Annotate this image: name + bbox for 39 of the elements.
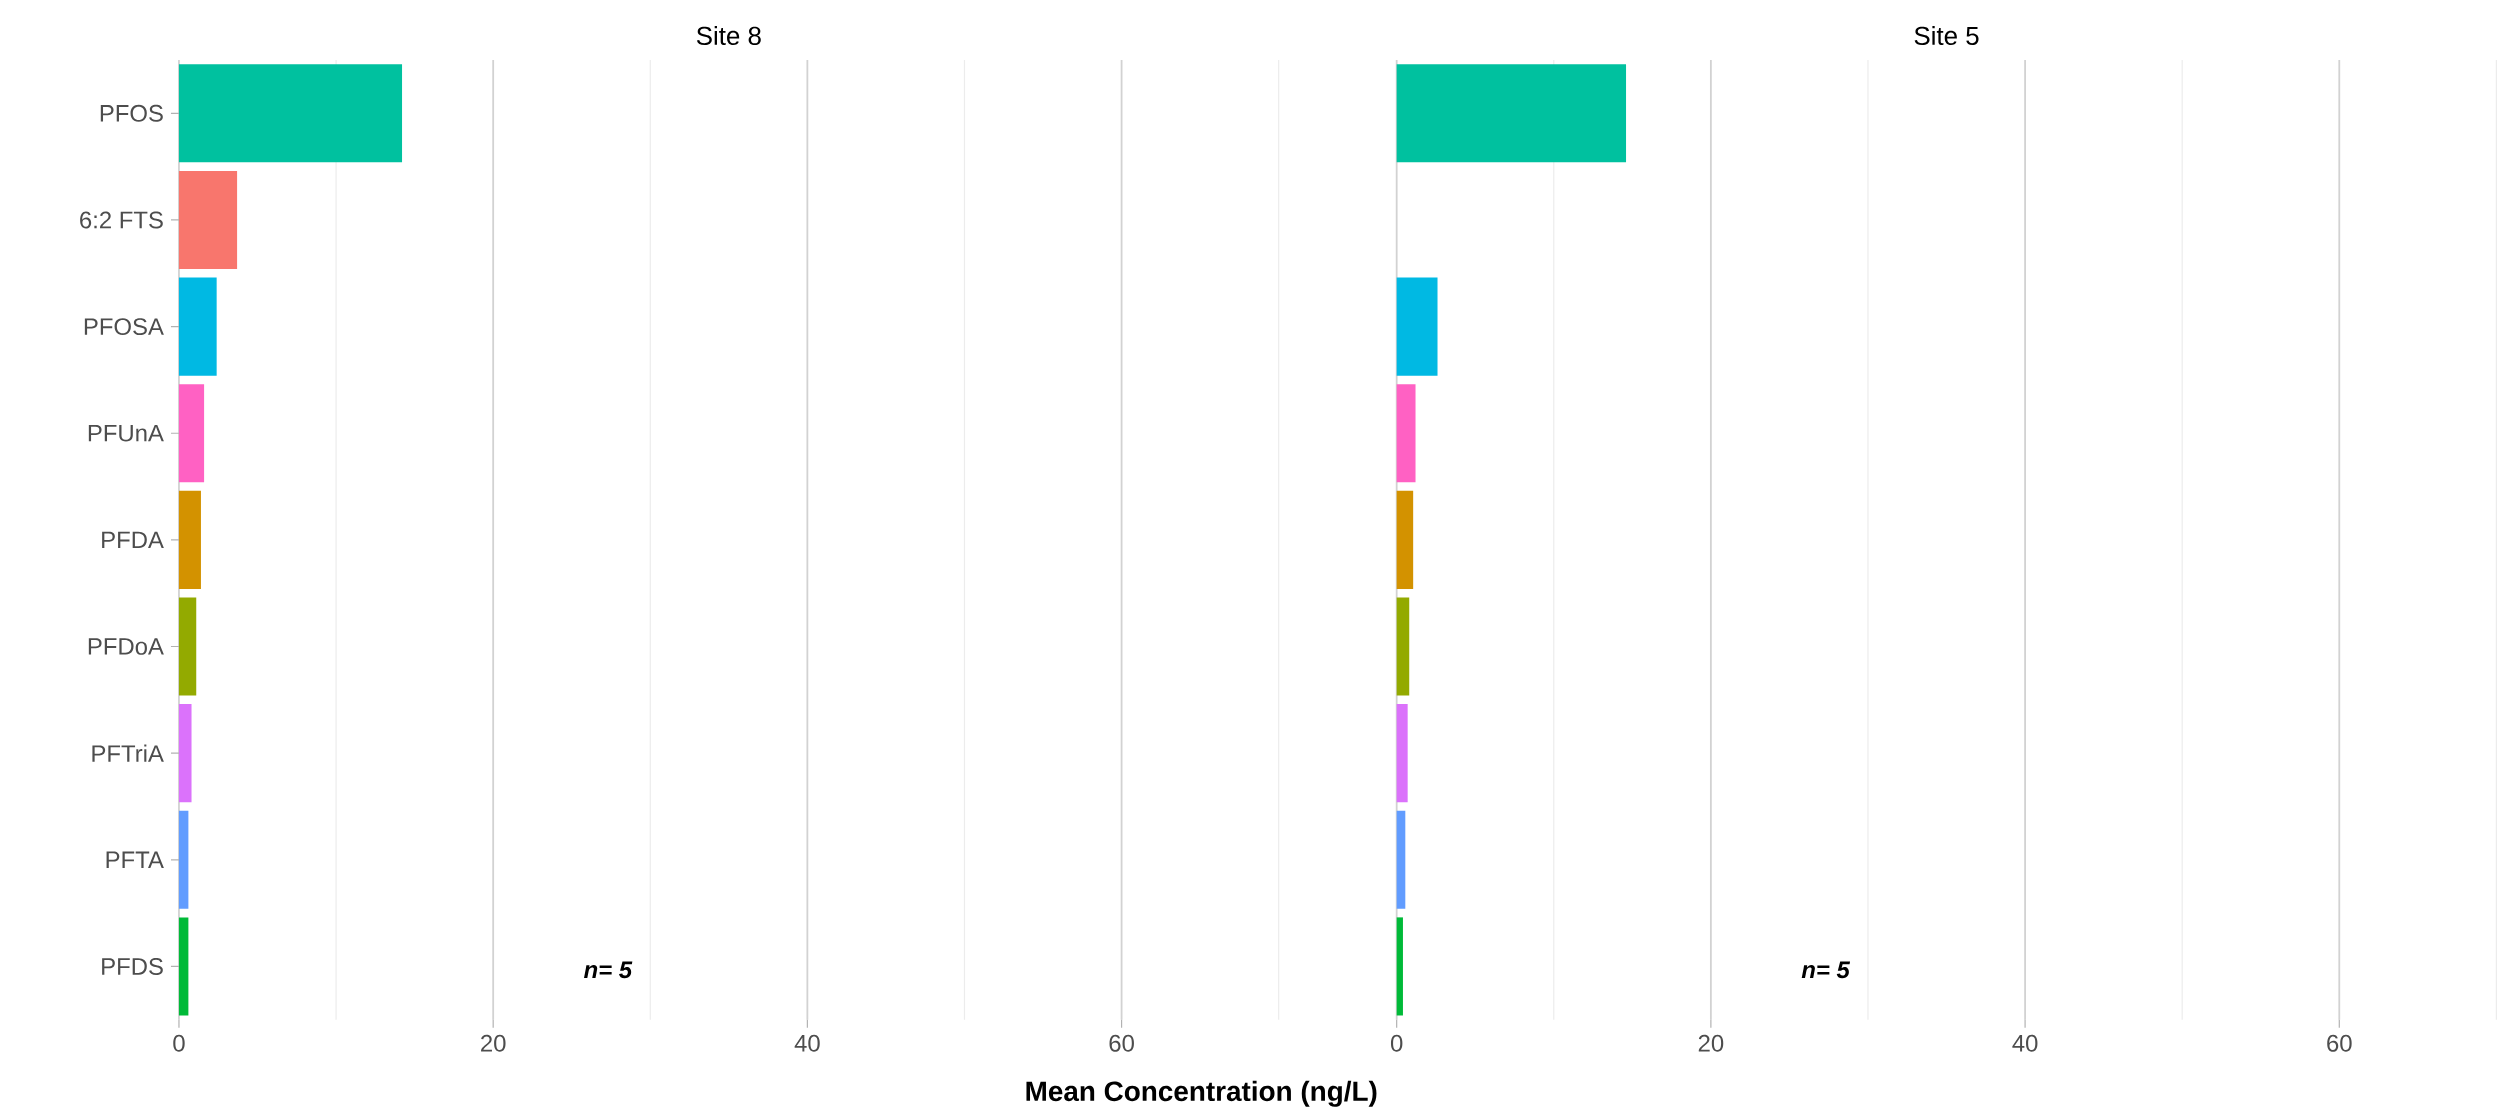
x-tick-label: 60 (1109, 1034, 1134, 1052)
bar (178, 704, 192, 803)
bar (1396, 917, 1403, 1016)
bar (178, 64, 403, 163)
y-tick-label: PFTA (106, 851, 164, 869)
bar (1396, 597, 1410, 696)
x-tick-label: 20 (1698, 1034, 1724, 1052)
x-tick-label: 0 (173, 1034, 185, 1052)
x-tick-label: 0 (1390, 1034, 1403, 1052)
bar (178, 810, 189, 909)
chart-title: Site 5 (1914, 26, 1979, 46)
bar (1396, 490, 1414, 590)
bar (178, 277, 217, 376)
annotation: n= 5 (584, 961, 633, 979)
x-tick-label: 20 (481, 1034, 506, 1052)
x-tick-label: 60 (2327, 1034, 2352, 1052)
bar (178, 597, 197, 696)
y-tick-label: PFDA (102, 531, 164, 549)
bar (1396, 704, 1408, 803)
y-tick-label: PFTriA (92, 744, 164, 762)
bar (178, 384, 205, 483)
y-tick-label: PFOSA (84, 318, 164, 336)
bar (1396, 384, 1416, 483)
bar (1396, 277, 1438, 376)
x-tick-label: 40 (2012, 1034, 2038, 1052)
annotation: n= 5 (1801, 961, 1851, 979)
x-axis-title: Mean Concentration (ng/L) (1026, 1080, 1377, 1107)
y-tick-label: PFDS (102, 958, 163, 976)
y-tick-label: PFUnA (88, 425, 164, 442)
y-tick-label: PFOS (100, 105, 163, 122)
bar (1396, 810, 1406, 909)
bar (178, 171, 238, 270)
bar (1396, 64, 1627, 163)
bar (178, 490, 201, 590)
x-tick-label: 40 (794, 1034, 820, 1052)
bar (178, 917, 189, 1016)
y-tick-label: PFDoA (88, 638, 164, 655)
y-tick-label: 6:2 FTS (80, 211, 163, 229)
chart-title: Site 8 (696, 26, 761, 46)
